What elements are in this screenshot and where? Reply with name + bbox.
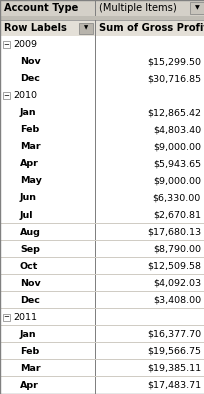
Bar	[0, 343, 204, 360]
Bar	[0, 173, 204, 190]
Text: $16,377.70: $16,377.70	[146, 330, 200, 339]
Bar	[0, 0, 204, 16]
Bar	[0, 342, 204, 343]
Bar	[0, 190, 204, 206]
Bar	[0, 257, 204, 258]
Bar	[0, 52, 204, 53]
Bar	[0, 292, 204, 309]
Text: $17,680.13: $17,680.13	[146, 228, 200, 236]
Text: $8,790.00: $8,790.00	[152, 245, 200, 254]
Text: Dec: Dec	[20, 296, 40, 305]
Bar	[0, 36, 204, 53]
Text: −: −	[3, 314, 9, 320]
Text: Dec: Dec	[20, 74, 40, 83]
Bar	[0, 309, 204, 326]
Text: Apr: Apr	[20, 381, 39, 390]
Text: Nov: Nov	[20, 57, 41, 66]
Bar	[0, 274, 204, 275]
Text: Account Type: Account Type	[4, 3, 78, 13]
Bar	[0, 20, 204, 36]
Bar	[0, 16, 204, 20]
Bar	[0, 15, 204, 16]
Bar	[0, 104, 204, 121]
Text: 2011: 2011	[13, 313, 37, 322]
Bar	[0, 70, 204, 87]
Bar	[0, 223, 204, 241]
Bar	[0, 87, 204, 104]
Text: $3,408.00: $3,408.00	[152, 296, 200, 305]
Text: $19,566.75: $19,566.75	[146, 347, 200, 356]
Text: $4,092.03: $4,092.03	[152, 279, 200, 288]
Text: Jun: Jun	[20, 193, 37, 203]
Text: $12,509.58: $12,509.58	[146, 262, 200, 271]
Bar	[0, 308, 204, 309]
Bar	[0, 241, 204, 258]
Bar	[3, 92, 10, 99]
Text: Row Labels: Row Labels	[4, 23, 67, 33]
Bar	[0, 359, 204, 360]
Bar	[3, 41, 10, 48]
Bar	[0, 258, 204, 275]
Text: Mar: Mar	[20, 364, 40, 373]
Text: −: −	[3, 93, 9, 98]
Text: Apr: Apr	[20, 159, 39, 168]
Bar	[189, 2, 203, 14]
Bar	[95, 0, 96, 16]
Text: Sum of Gross Profit: Sum of Gross Profit	[99, 23, 204, 33]
Text: $4,803.40: $4,803.40	[152, 125, 200, 134]
Text: Oct: Oct	[20, 262, 38, 271]
Text: 2010: 2010	[13, 91, 37, 100]
Text: $17,483.71: $17,483.71	[146, 381, 200, 390]
Bar	[0, 138, 204, 155]
Bar	[0, 15, 204, 16]
Bar	[0, 35, 204, 36]
Bar	[0, 326, 204, 343]
Text: Sep: Sep	[20, 245, 40, 254]
Text: Jul: Jul	[20, 210, 33, 219]
Bar	[0, 155, 204, 173]
Bar	[3, 314, 10, 321]
Text: Nov: Nov	[20, 279, 41, 288]
Bar	[0, 53, 204, 70]
Bar	[0, 121, 204, 138]
Text: 2009: 2009	[13, 40, 37, 49]
Text: Feb: Feb	[20, 347, 39, 356]
Bar	[0, 240, 204, 241]
Bar	[0, 172, 204, 173]
Text: $2,670.81: $2,670.81	[152, 210, 200, 219]
Bar	[0, 325, 204, 326]
Text: Jan: Jan	[20, 330, 37, 339]
Text: $15,299.50: $15,299.50	[146, 57, 200, 66]
Text: ▼: ▼	[84, 26, 88, 30]
Text: $9,000.00: $9,000.00	[152, 142, 200, 151]
Text: $5,943.65: $5,943.65	[152, 159, 200, 168]
Bar	[0, 291, 204, 292]
Text: (Multiple Items): (Multiple Items)	[99, 3, 176, 13]
Bar	[0, 206, 204, 223]
Text: May: May	[20, 177, 42, 186]
Bar	[95, 20, 96, 36]
Text: $19,385.11: $19,385.11	[146, 364, 200, 373]
Bar	[0, 189, 204, 190]
Bar	[79, 22, 93, 33]
Text: −: −	[3, 41, 9, 48]
Text: Jan: Jan	[20, 108, 37, 117]
Bar	[0, 376, 204, 377]
Text: $12,865.42: $12,865.42	[146, 108, 200, 117]
Text: Feb: Feb	[20, 125, 39, 134]
Text: $9,000.00: $9,000.00	[152, 177, 200, 186]
Bar	[0, 377, 204, 394]
Text: $6,330.00: $6,330.00	[152, 193, 200, 203]
Text: $30,716.85: $30,716.85	[146, 74, 200, 83]
Text: Mar: Mar	[20, 142, 40, 151]
Bar	[0, 360, 204, 377]
Bar	[0, 275, 204, 292]
Text: Aug: Aug	[20, 228, 41, 236]
Text: ▼: ▼	[194, 6, 198, 11]
